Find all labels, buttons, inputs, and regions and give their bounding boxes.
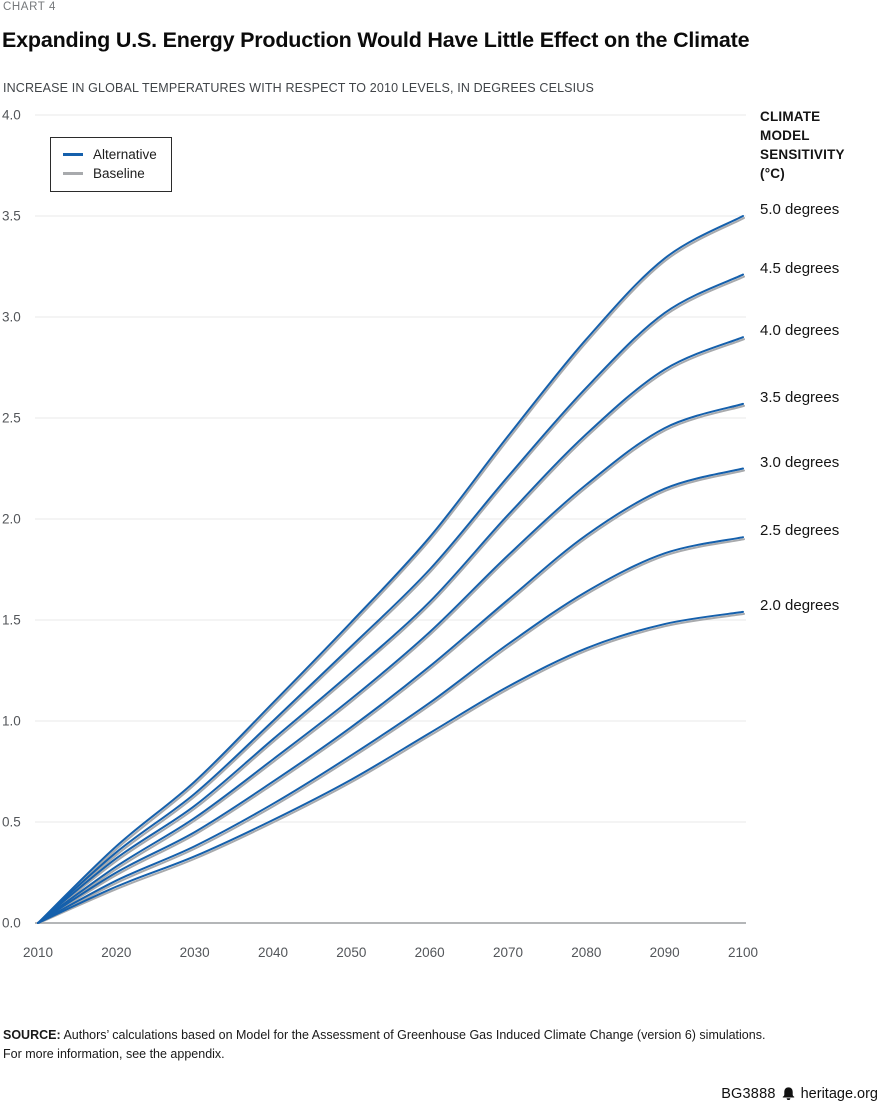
- x-tick-label: 2030: [180, 945, 210, 960]
- baseline-line-4.5: [38, 275, 745, 924]
- x-tick-label: 2080: [571, 945, 601, 960]
- legend-item-alternative: Alternative: [63, 145, 161, 164]
- sensitivity-label: 3.5 degrees: [760, 388, 840, 406]
- x-tick-label: 2010: [23, 945, 53, 960]
- baseline-line-3: [38, 469, 745, 924]
- legend-label: Baseline: [93, 166, 145, 181]
- curves: [37, 215, 745, 924]
- sensitivity-label: 3.0 degrees: [760, 453, 840, 471]
- y-tick-label: 2.5: [2, 411, 21, 426]
- liberty-bell-icon: [782, 1087, 794, 1101]
- y-tick-label: 3.0: [2, 310, 21, 325]
- baseline-line-2.5: [38, 538, 745, 924]
- x-tick-label: 2100: [728, 945, 758, 960]
- x-tick-label: 2020: [101, 945, 131, 960]
- legend-item-baseline: Baseline: [63, 164, 161, 183]
- gridlines: [35, 114, 746, 924]
- x-axis-tick-labels: 2010 2020 2030 2040 2050 2060 2070 2080 2090 2100: [23, 945, 758, 960]
- sensitivity-label: 4.5 degrees: [760, 259, 840, 277]
- sensitivity-label: 2.0 degrees: [760, 596, 840, 614]
- y-tick-label: 4.0: [2, 108, 21, 123]
- x-tick-label: 2040: [258, 945, 288, 960]
- alternative-line-3.5: [37, 402, 744, 924]
- alternative-line-swatch-icon: [63, 153, 83, 156]
- sensitivity-label: 5.0 degrees: [760, 201, 840, 218]
- source-label: SOURCE:: [3, 1028, 61, 1042]
- alternative-line-2.5: [37, 536, 744, 924]
- chart-legend: Alternative Baseline: [50, 137, 172, 192]
- report-code: BG3888: [721, 1086, 776, 1102]
- baseline-line-4: [38, 338, 745, 924]
- alternative-line-4: [37, 336, 744, 924]
- alternative-line-4.5: [37, 273, 744, 924]
- x-tick-label: 2090: [650, 945, 680, 960]
- chart-subtitle: INCREASE IN GLOBAL TEMPERATURES WITH RES…: [3, 81, 594, 95]
- y-axis-tick-labels: 0.0 0.5 1.0 1.5 2.0 2.5 3.0 3.5 4.0: [2, 108, 21, 931]
- sensitivity-label: 2.5 degrees: [760, 522, 840, 540]
- y-tick-label: 0.0: [2, 916, 21, 931]
- baseline-line-swatch-icon: [63, 172, 83, 175]
- sensitivity-heading: CLIMATE MODEL SENSITIVITY (°C): [760, 109, 845, 181]
- y-tick-label: 3.5: [2, 209, 21, 224]
- baseline-line-2: [38, 612, 745, 924]
- baseline-line-5: [38, 217, 745, 924]
- y-tick-label: 0.5: [2, 815, 21, 830]
- y-tick-label: 1.5: [2, 613, 21, 628]
- source-text: Authors’ calculations based on Model for…: [60, 1028, 766, 1042]
- legend-label: Alternative: [93, 147, 157, 162]
- y-tick-label: 1.0: [2, 714, 21, 729]
- sensitivity-label: 4.0 degrees: [760, 322, 840, 340]
- alternative-line-3: [37, 467, 744, 924]
- x-tick-label: 2050: [336, 945, 366, 960]
- footer-brand: BG3888 heritage.org: [721, 1086, 878, 1102]
- site-name[interactable]: heritage.org: [800, 1086, 878, 1102]
- source-note: SOURCE: Authors’ calculations based on M…: [3, 1026, 843, 1064]
- chart-number: CHART 4: [3, 1, 56, 13]
- alternative-line-5: [37, 215, 744, 924]
- source-line2: For more information, see the appendix.: [3, 1047, 225, 1061]
- alternative-line-2: [37, 610, 744, 924]
- x-tick-label: 2060: [415, 945, 445, 960]
- x-tick-label: 2070: [493, 945, 523, 960]
- page-title: Expanding U.S. Energy Production Would H…: [2, 28, 750, 52]
- baseline-line-3.5: [38, 404, 745, 924]
- y-tick-label: 2.0: [2, 512, 21, 527]
